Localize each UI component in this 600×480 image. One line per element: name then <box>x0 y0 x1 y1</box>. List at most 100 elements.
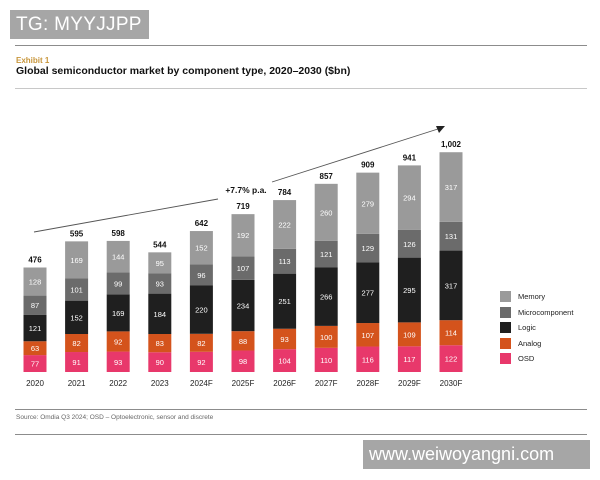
legend-swatch <box>500 322 511 334</box>
bar-segment-osd <box>439 345 463 372</box>
x-tick-label: 2020 <box>26 379 44 388</box>
bar-total-label: 642 <box>195 219 209 228</box>
bar-segment-analog <box>439 320 463 346</box>
segment-value-label: 260 <box>320 208 333 217</box>
segment-value-label: 317 <box>445 183 458 192</box>
x-tick-label: 2021 <box>68 379 86 388</box>
segment-value-label: 121 <box>29 324 42 333</box>
segment-value-label: 294 <box>403 194 416 203</box>
bar-total-label: 909 <box>361 161 375 170</box>
bar-segment-logic <box>148 293 172 335</box>
bar-segment-memory <box>148 252 172 274</box>
segment-value-label: 107 <box>362 331 375 340</box>
segment-value-label: 234 <box>237 301 250 310</box>
bar-total-label: 544 <box>153 240 167 249</box>
segment-value-label: 117 <box>403 355 415 364</box>
bar-segment-analog <box>148 334 172 353</box>
segment-value-label: 90 <box>156 358 164 367</box>
bar-segment-memory <box>189 231 213 265</box>
segment-value-label: 93 <box>114 358 122 367</box>
bar-segment-osd <box>314 347 338 372</box>
bar-segment-logic <box>231 279 255 332</box>
x-tick-label: 2027F <box>315 379 338 388</box>
segment-value-label: 114 <box>445 329 457 338</box>
bar-segment-analog <box>231 331 255 351</box>
segment-value-label: 110 <box>320 356 332 365</box>
bar-segment-osd <box>189 351 213 372</box>
segment-value-label: 251 <box>278 297 291 306</box>
legend-item-memory: Memory <box>500 289 573 305</box>
bar-segment-osd <box>65 352 89 372</box>
segment-value-label: 92 <box>197 358 205 367</box>
legend-label: OSD <box>518 354 535 364</box>
bar-segment-osd <box>397 346 421 372</box>
legend-swatch <box>500 337 511 349</box>
bar-segment-analog <box>106 331 130 352</box>
cagr-arrow-head-icon <box>436 126 445 133</box>
x-tick-label: 2022 <box>109 379 127 388</box>
bar-segment-microcomponent <box>273 248 297 274</box>
bar-segment-analog <box>356 323 380 347</box>
bar-segment-logic <box>356 262 380 324</box>
bar-segment-analog <box>273 328 297 350</box>
legend-label: Analog <box>518 338 542 348</box>
segment-value-label: 279 <box>362 199 375 208</box>
legend-label: Logic <box>518 323 536 333</box>
segment-value-label: 87 <box>31 301 39 310</box>
bar-segment-microcomponent <box>106 272 130 295</box>
x-tick-label: 2025F <box>232 379 255 388</box>
segment-value-label: 152 <box>70 313 83 322</box>
segment-value-label: 96 <box>197 271 205 280</box>
segment-value-label: 222 <box>278 220 291 229</box>
segment-value-label: 266 <box>320 293 333 302</box>
bar-segment-logic <box>106 294 130 332</box>
bar-segment-analog <box>314 325 338 348</box>
top-rule <box>15 45 587 46</box>
legend-swatch <box>500 291 511 303</box>
x-tick-label: 2030F <box>440 379 463 388</box>
x-tick-label: 2028F <box>356 379 379 388</box>
segment-value-label: 220 <box>195 306 208 315</box>
segment-value-label: 295 <box>403 286 416 295</box>
segment-value-label: 126 <box>403 240 416 249</box>
segment-value-label: 317 <box>445 281 458 290</box>
bar-segment-memory <box>314 183 338 241</box>
watermark-top: TG: MYYJJPP <box>10 10 149 39</box>
bar-total-label: 476 <box>28 255 42 264</box>
bar-segment-osd <box>148 352 172 372</box>
segment-value-label: 277 <box>362 289 375 298</box>
bar-segment-osd <box>273 349 297 372</box>
bar-total-label: 941 <box>403 153 417 162</box>
segment-value-label: 121 <box>320 250 333 259</box>
x-tick-label: 2029F <box>398 379 421 388</box>
bar-segment-analog <box>65 334 89 353</box>
cagr-arrow-line-right <box>271 127 442 183</box>
legend-label: Memory <box>518 292 546 302</box>
segment-value-label: 104 <box>278 357 291 366</box>
bar-segment-microcomponent <box>189 264 213 286</box>
x-tick-label: 2023 <box>151 379 169 388</box>
segment-value-label: 144 <box>112 253 125 262</box>
segment-value-label: 113 <box>279 257 291 266</box>
segment-value-label: 92 <box>114 337 122 346</box>
segment-value-label: 100 <box>320 333 333 342</box>
source-note: Source: Omdia Q3 2024; OSD – Optoelectro… <box>16 414 214 421</box>
bar-segment-microcomponent <box>356 233 380 263</box>
legend-item-microcomponent: Microcomponent <box>500 305 573 321</box>
bar-total-label: 595 <box>70 229 84 238</box>
segment-value-label: 107 <box>237 264 250 273</box>
bar-total-label: 784 <box>278 188 292 197</box>
cagr-arrow-line-left <box>33 198 219 233</box>
bar-segment-osd <box>356 346 380 372</box>
segment-value-label: 93 <box>156 279 164 288</box>
bar-total-label: 857 <box>320 172 334 181</box>
segment-value-label: 101 <box>70 286 83 295</box>
segment-value-label: 184 <box>154 310 167 319</box>
bar-segment-analog <box>189 333 213 352</box>
segment-value-label: 131 <box>445 232 458 241</box>
bar-segment-microcomponent <box>148 273 172 294</box>
legend-swatch <box>500 306 511 318</box>
bar-segment-logic <box>189 285 213 334</box>
bar-segment-microcomponent <box>231 256 255 280</box>
